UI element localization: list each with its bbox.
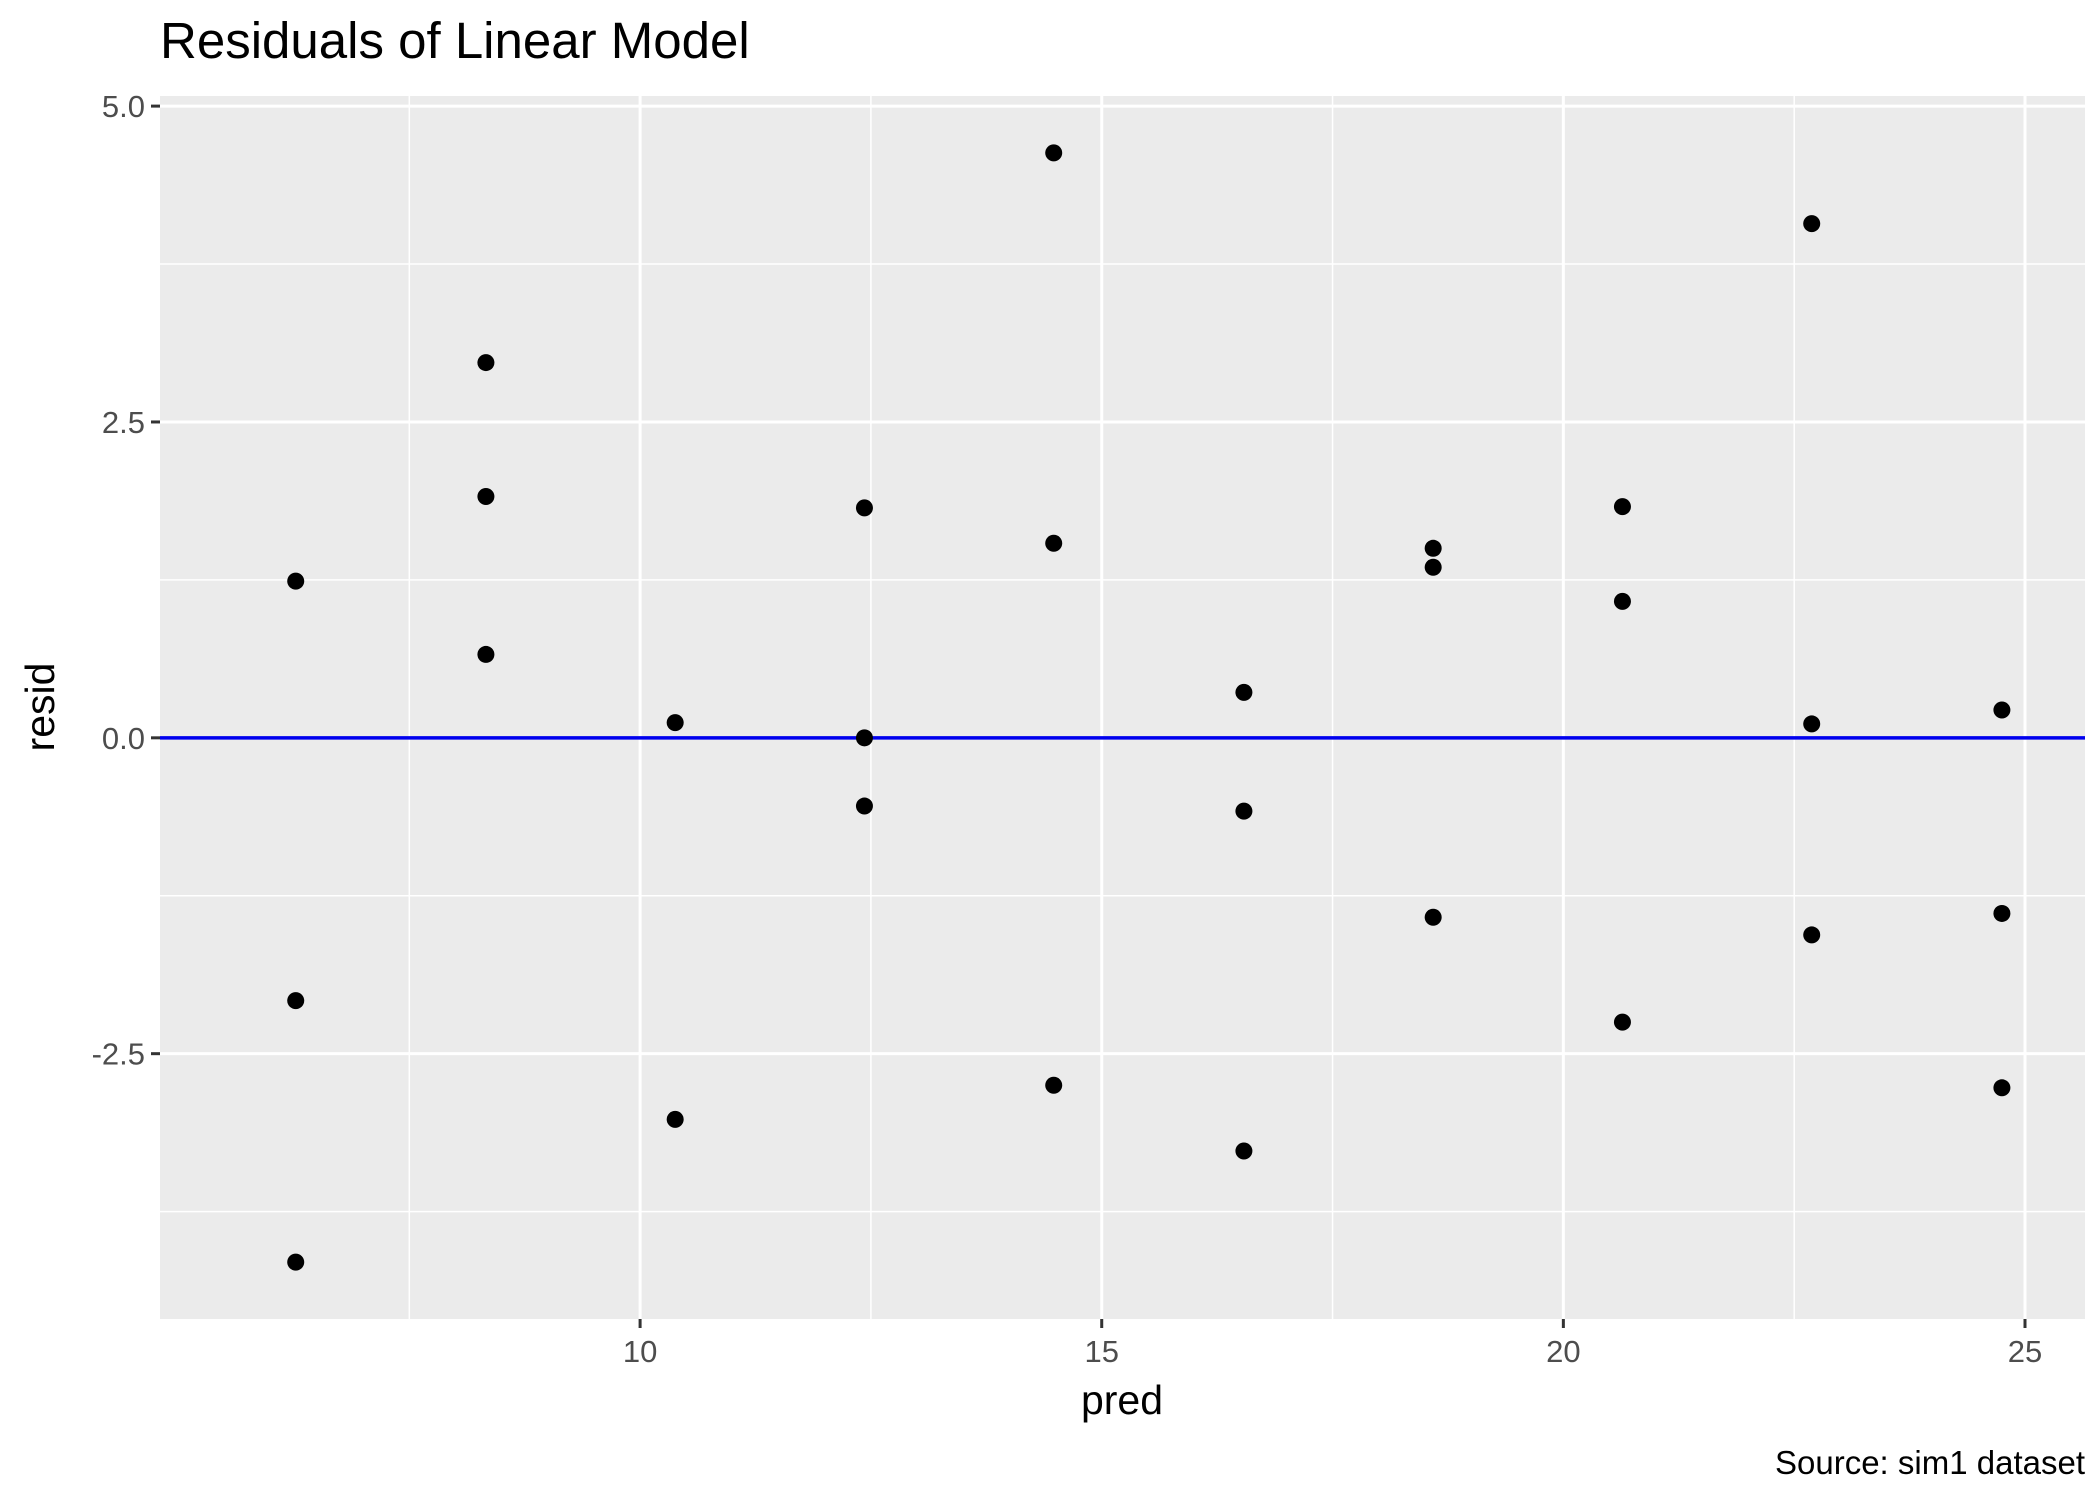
y-tick-label: 0.0 [102, 721, 145, 756]
data-point [1235, 683, 1253, 701]
data-point [1993, 701, 2011, 719]
data-point [1613, 592, 1631, 610]
data-point [477, 645, 495, 663]
data-point [1045, 534, 1063, 552]
chart-caption: Source: sim1 dataset [1775, 1444, 2085, 1481]
x-tick-label: 10 [623, 1334, 657, 1369]
data-point [287, 1253, 305, 1271]
data-point [1045, 1076, 1063, 1094]
chart-title: Residuals of Linear Model [160, 12, 750, 69]
y-tick-label: 5.0 [102, 89, 145, 124]
data-point [1613, 1013, 1631, 1031]
data-point [855, 729, 873, 747]
data-point [287, 992, 305, 1010]
plot-panel [160, 96, 2085, 1319]
data-point [477, 488, 495, 506]
x-tick-label: 25 [2008, 1334, 2042, 1369]
data-point [1803, 715, 1821, 733]
x-tick-label: 15 [1084, 1334, 1118, 1369]
data-point [477, 354, 495, 372]
data-point [287, 572, 305, 590]
data-point [666, 1110, 684, 1128]
y-axis: -2.5 0.0 2.5 5.0 [92, 89, 160, 1072]
data-point [1235, 1142, 1253, 1160]
data-point [1424, 539, 1442, 557]
data-point [1613, 498, 1631, 516]
data-point [1803, 215, 1821, 233]
x-axis-title: pred [1081, 1377, 1163, 1423]
data-point [855, 797, 873, 815]
data-point [1424, 558, 1442, 576]
x-tick-label: 20 [1546, 1334, 1580, 1369]
data-point [1045, 144, 1063, 162]
y-tick-label: -2.5 [92, 1037, 145, 1072]
data-point [1993, 1079, 2011, 1097]
data-point [1424, 908, 1442, 926]
data-point [1993, 904, 2011, 922]
data-point [1803, 926, 1821, 944]
x-axis: 10 15 20 25 [623, 1319, 2042, 1369]
data-point [1235, 802, 1253, 820]
grid-minor [160, 96, 2085, 1319]
data-point [855, 499, 873, 517]
data-points [287, 144, 2011, 1271]
y-axis-title: resid [17, 663, 63, 752]
data-point [666, 714, 684, 732]
y-tick-label: 2.5 [102, 405, 145, 440]
